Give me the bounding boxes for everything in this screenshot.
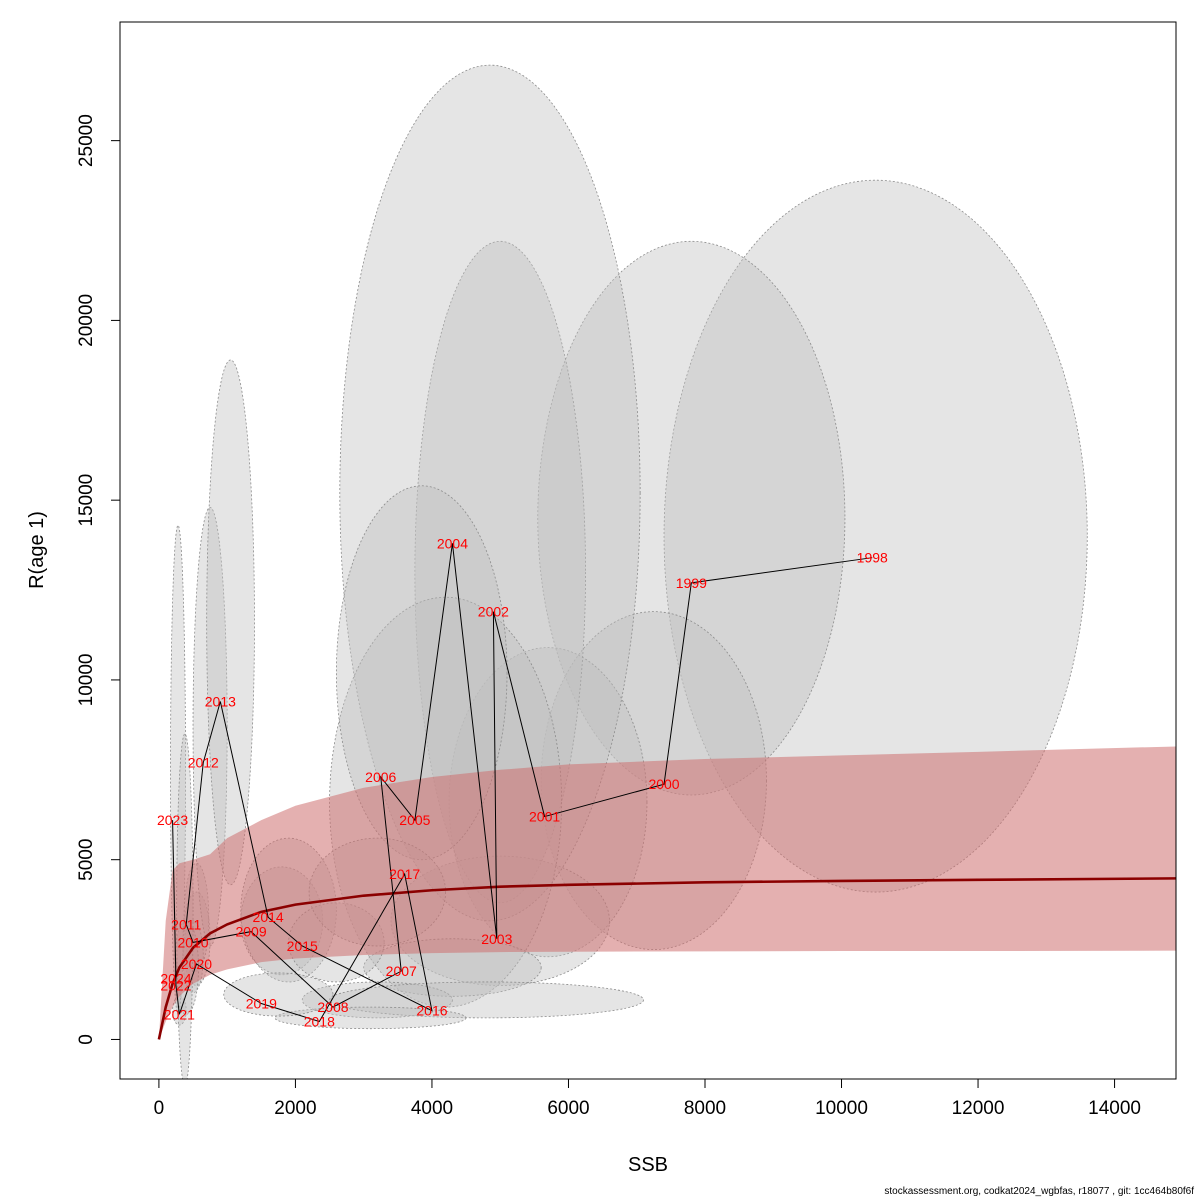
y-tick-label: 25000 — [76, 114, 97, 167]
year-label-1999: 1999 — [676, 575, 707, 591]
y-tick-label: 5000 — [76, 839, 97, 881]
year-label-2016: 2016 — [416, 1003, 447, 1019]
year-label-2013: 2013 — [205, 694, 236, 710]
year-label-2010: 2010 — [177, 934, 208, 950]
confidence-region-2016 — [329, 981, 644, 1019]
confidence-region-2002 — [414, 240, 586, 904]
x-tick-label: 0 — [154, 1098, 165, 1119]
confidence-region-2019 — [223, 972, 334, 1017]
y-axis: 0 5000 10000 15000 20000 25000 — [76, 114, 121, 1045]
confidence-region-2008 — [301, 981, 453, 1019]
year-label-2000: 2000 — [648, 776, 679, 792]
year-label-2018: 2018 — [304, 1013, 335, 1029]
year-label-2015: 2015 — [287, 938, 318, 954]
year-label-1998: 1998 — [857, 550, 888, 566]
y-tick-label: 15000 — [76, 474, 97, 527]
x-axis-label: SSB — [628, 1154, 668, 1176]
sr-band-area — [158, 746, 1176, 1040]
year-labels: 1998 1999 2000 2001 2002 2003 2004 2005 2006 2007… — [157, 535, 888, 1029]
footer-credit: stockassessment.org, codkat2024_wgbfas, … — [884, 1186, 1194, 1197]
y-tick-label: 0 — [76, 1034, 97, 1045]
x-tick-label: 2000 — [274, 1098, 316, 1119]
year-trajectory — [172, 543, 873, 1023]
year-label-2011: 2011 — [171, 916, 201, 932]
confidence-region-2013 — [206, 359, 255, 886]
x-tick-label: 8000 — [684, 1098, 726, 1119]
x-tick-label: 12000 — [952, 1098, 1005, 1119]
year-label-2008: 2008 — [317, 999, 348, 1015]
x-tick-label: 10000 — [815, 1098, 868, 1119]
year-label-2009: 2009 — [235, 924, 266, 940]
year-label-2001: 2001 — [529, 809, 560, 825]
confidence-region-2018 — [274, 1006, 467, 1030]
year-label-2012: 2012 — [188, 755, 219, 771]
x-tick-label: 6000 — [547, 1098, 589, 1119]
year-label-2003: 2003 — [481, 931, 512, 947]
x-tick-label: 4000 — [411, 1098, 453, 1119]
sr-curve — [157, 877, 1176, 1040]
x-tick-label: 14000 — [1088, 1098, 1141, 1119]
year-label-2002: 2002 — [478, 604, 509, 620]
year-label-2006: 2006 — [365, 769, 396, 785]
y-tick-label: 20000 — [76, 294, 97, 347]
x-axis: 0 2000 4000 6000 8000 10000 12000 14000 — [154, 1078, 1141, 1119]
year-label-2021: 2021 — [164, 1006, 195, 1022]
year-label-2005: 2005 — [399, 812, 430, 828]
sr-curve-line — [157, 877, 1176, 1040]
year-label-2014: 2014 — [253, 909, 284, 925]
year-label-2019: 2019 — [246, 996, 277, 1012]
sr-confidence-band — [158, 746, 1176, 1040]
year-label-2007: 2007 — [386, 963, 417, 979]
y-tick-label: 10000 — [76, 654, 97, 707]
year-label-2020: 2020 — [181, 956, 212, 972]
year-label-2024: 2024 — [160, 970, 191, 986]
year-label-2022: 2022 — [160, 978, 191, 994]
year-label-2017: 2017 — [389, 866, 420, 882]
trajectory-line — [172, 543, 873, 1023]
y-axis-label: R(age 1) — [26, 511, 48, 589]
year-label-2023: 2023 — [157, 812, 188, 828]
year-label-2004: 2004 — [437, 535, 468, 551]
